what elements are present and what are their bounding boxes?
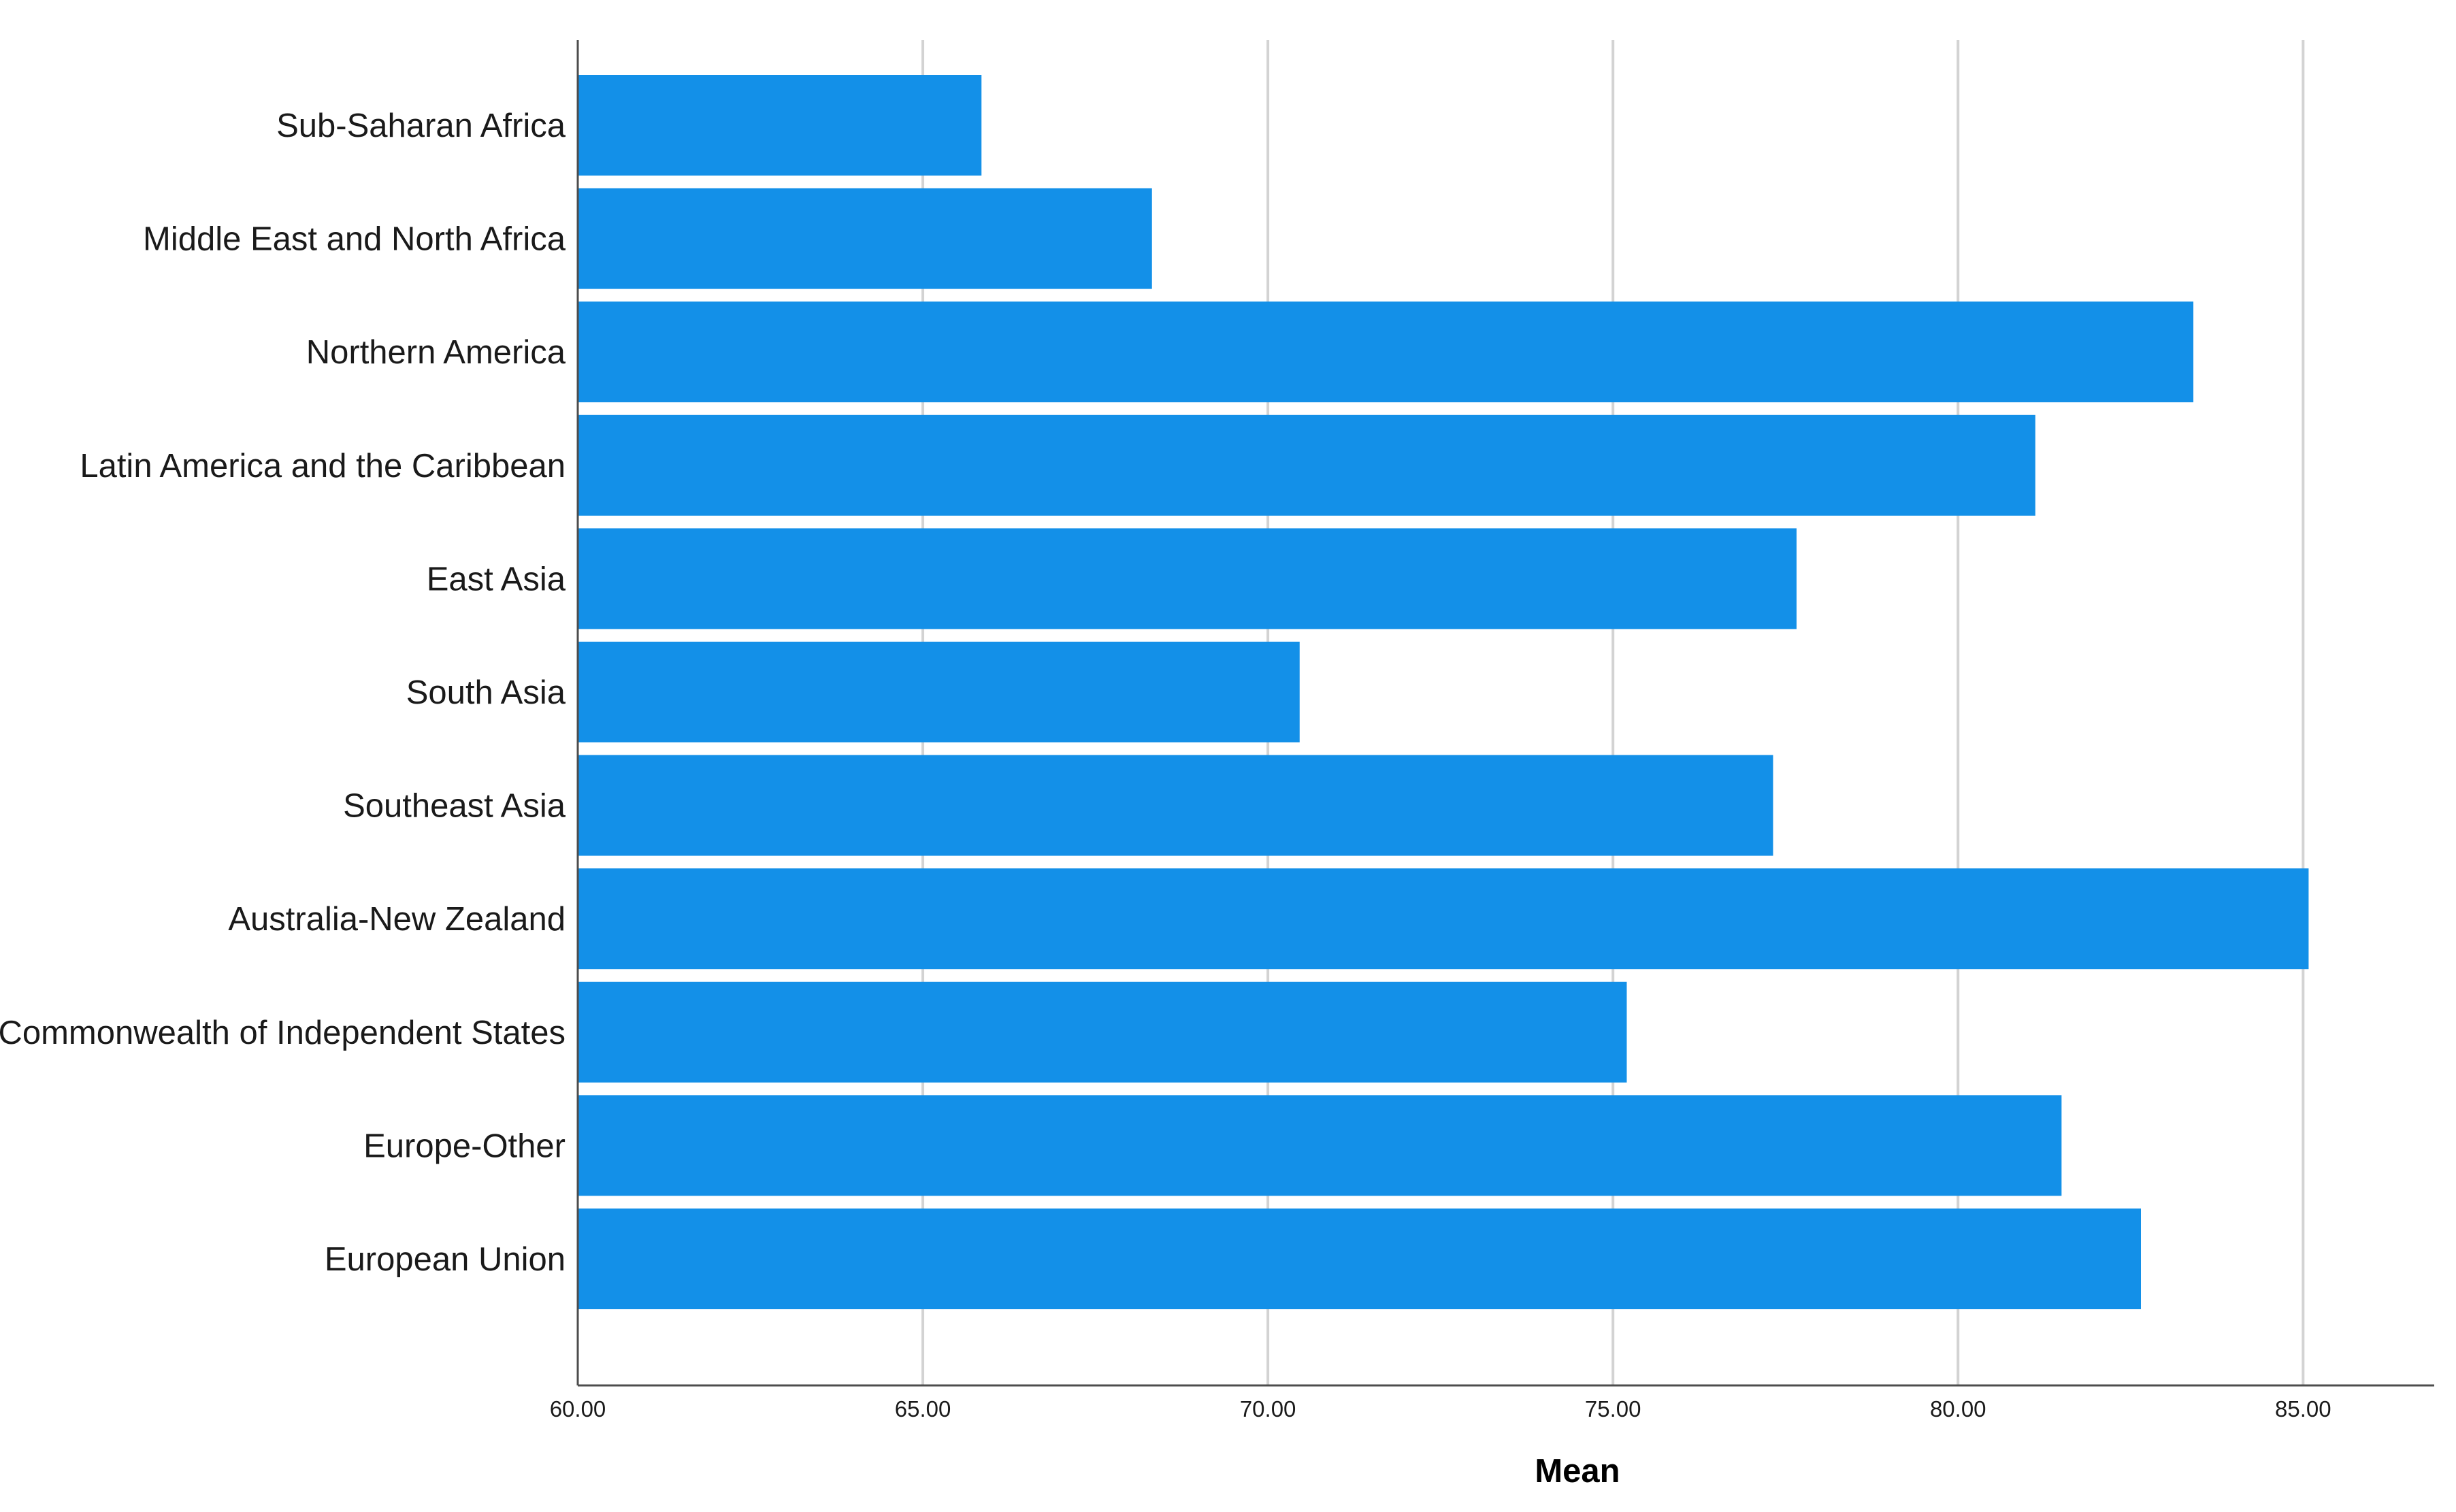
bar-5 [578, 642, 1300, 742]
bar-10 [578, 1209, 2141, 1309]
bar-1 [578, 188, 1152, 289]
x-tick-label-3: 75.00 [1585, 1396, 1641, 1421]
bars [578, 75, 2309, 1309]
x-tick-label-1: 65.00 [895, 1396, 951, 1421]
x-tick-label-0: 60.00 [550, 1396, 606, 1421]
category-label-7: Australia-New Zealand [228, 901, 566, 938]
x-axis-title: Mean [1535, 1453, 1620, 1490]
bar-2 [578, 301, 2194, 403]
bar-8 [578, 981, 1627, 1083]
bar-6 [578, 755, 1773, 856]
category-label-0: Sub-Saharan Africa [276, 108, 566, 144]
bar-3 [578, 414, 2035, 516]
axes [576, 40, 2434, 1387]
category-label-1: Middle East and North Africa [143, 221, 566, 258]
category-label-9: Europe-Other [363, 1128, 566, 1164]
bar-7 [578, 868, 2309, 970]
category-label-2: Northern America [306, 334, 566, 371]
x-tick-label-2: 70.00 [1240, 1396, 1296, 1421]
category-labels: Sub-Saharan Africa Middle East and North … [0, 108, 566, 1278]
category-label-3: Latin America and the Caribbean [80, 448, 566, 484]
category-label-5: South Asia [406, 674, 566, 711]
x-tick-labels: 60.00 65.00 70.00 75.00 80.00 85.00 [550, 1396, 2331, 1421]
category-label-6: Southeast Asia [343, 788, 566, 825]
x-tick-label-4: 80.00 [1930, 1396, 1986, 1421]
category-label-10: European Union [325, 1241, 566, 1278]
category-label-4: East Asia [427, 561, 566, 597]
bar-4 [578, 528, 1797, 629]
x-tick-label-5: 85.00 [2275, 1396, 2331, 1421]
bar-0 [578, 75, 982, 176]
category-label-8: Commonwealth of Independent States [0, 1015, 566, 1051]
bar-9 [578, 1095, 2062, 1196]
